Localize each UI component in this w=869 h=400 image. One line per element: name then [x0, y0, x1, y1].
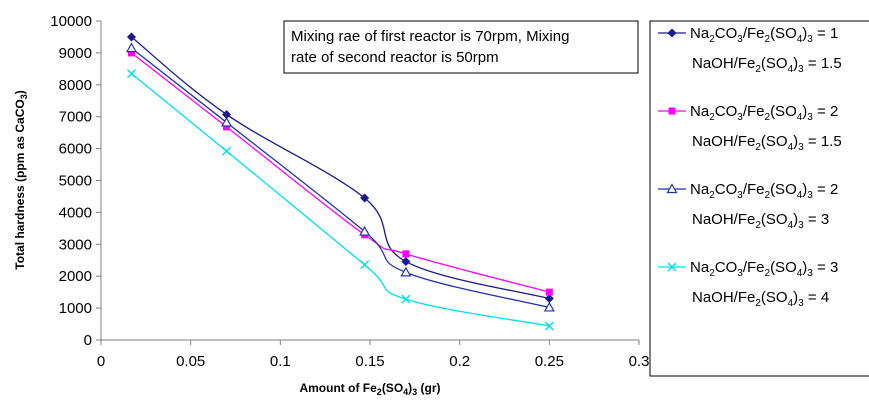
series-3-point	[359, 225, 371, 236]
y-tick-label: 3000	[59, 236, 92, 253]
legend-label-line-1: Na2CO3/Fe2(SO4)3 = 3	[690, 259, 838, 279]
x-axis-title: Amount of Fe2(SO4)3 (gr)	[299, 381, 440, 397]
legend-swatch-marker	[666, 183, 678, 194]
y-tick-label: 6000	[59, 141, 92, 158]
series-3	[125, 42, 555, 312]
legend-swatch-marker	[667, 28, 677, 38]
series-1-point	[126, 32, 136, 42]
legend-swatch-marker	[668, 107, 676, 115]
series-4-point	[222, 146, 232, 156]
series-4-point	[401, 294, 411, 304]
annotation-line-1: Mixing rae of first reactor is 70rpm, Mi…	[291, 28, 569, 45]
y-tick-label: 0	[84, 332, 92, 349]
series-2-line	[131, 52, 550, 293]
series-4	[126, 69, 554, 331]
y-tick-label: 7000	[59, 109, 92, 126]
series-2-point	[402, 250, 410, 258]
x-tick-label: 0	[97, 353, 105, 370]
y-tick-label: 2000	[59, 268, 92, 285]
series-3-point	[400, 266, 412, 277]
series-2	[127, 49, 553, 296]
x-tick-label: 0.05	[176, 353, 205, 370]
y-tick-label: 1000	[59, 300, 92, 317]
series-4-point	[360, 260, 370, 270]
legend-item-4: Na2CO3/Fe2(SO4)3 = 3 NaOH/Fe2(SO4)3 = 4	[658, 259, 838, 309]
series-3-point	[221, 116, 233, 127]
x-tick-label: 0.3	[629, 353, 650, 370]
series-1-point	[222, 109, 232, 119]
legend-label-line-2: NaOH/Fe2(SO4)3 = 1.5	[692, 55, 842, 75]
legend: Na2CO3/Fe2(SO4)3 = 1 NaOH/Fe2(SO4)3 = 1.5…	[649, 20, 869, 377]
annotation-line-2: rate of second reactor is 50rpm	[291, 49, 499, 66]
series-2-point	[223, 123, 231, 131]
series-3-point	[125, 42, 138, 53]
x-tick-label: 0.25	[535, 353, 564, 370]
series-1-point	[360, 193, 370, 203]
x-tick-group: 0 0.05 0.1 0.15 0.2 0.25 0.3	[97, 340, 650, 370]
series-1-point	[401, 257, 411, 267]
annotation: Mixing rae of first reactor is 70rpm, Mi…	[283, 20, 639, 74]
legend-label-line-2: NaOH/Fe2(SO4)3 = 1.5	[692, 133, 842, 153]
y-tick-label: 10000	[50, 13, 92, 30]
y-tick-label: 5000	[59, 173, 92, 190]
series-1	[126, 32, 554, 304]
series-4-point	[126, 69, 136, 79]
y-tick-group: 0 1000 2000 3000 4000 5000 6000 7000 8000 9000 100…	[50, 13, 101, 349]
series-2-point	[127, 49, 135, 57]
x-tick-label: 0.2	[449, 353, 470, 370]
x-tick-label: 0.1	[270, 353, 291, 370]
x-tick-label: 0.15	[355, 353, 384, 370]
y-tick-label: 9000	[59, 45, 92, 62]
series-4-line	[131, 73, 550, 327]
series-layer	[125, 32, 555, 331]
series-2-point	[545, 288, 553, 296]
series-4-point	[544, 321, 554, 331]
series-1-line	[131, 36, 550, 300]
legend-label-line-1: Na2CO3/Fe2(SO4)3 = 2	[690, 181, 838, 201]
series-1-point	[544, 294, 554, 304]
legend-swatch-marker	[667, 262, 677, 272]
y-axis-title: Total hardness (ppm as CaCO3)	[13, 90, 29, 270]
legend-item-2: Na2CO3/Fe2(SO4)3 = 2 NaOH/Fe2(SO4)3 = 1.5	[658, 103, 842, 153]
legend-label-line-2: NaOH/Fe2(SO4)3 = 3	[692, 211, 829, 231]
annotation-box	[283, 20, 639, 74]
y-tick-label: 8000	[59, 77, 92, 94]
series-3-line	[131, 47, 550, 309]
legend-items: Na2CO3/Fe2(SO4)3 = 1 NaOH/Fe2(SO4)3 = 1.5…	[658, 25, 842, 309]
y-tick-label: 4000	[59, 204, 92, 221]
legend-item-3: Na2CO3/Fe2(SO4)3 = 2 NaOH/Fe2(SO4)3 = 3	[658, 181, 838, 231]
series-3-point	[543, 301, 555, 312]
legend-label-line-2: NaOH/Fe2(SO4)3 = 4	[692, 289, 829, 309]
legend-label-line-1: Na2CO3/Fe2(SO4)3 = 1	[690, 25, 838, 45]
legend-label-line-1: Na2CO3/Fe2(SO4)3 = 2	[690, 103, 838, 123]
legend-item-1: Na2CO3/Fe2(SO4)3 = 1 NaOH/Fe2(SO4)3 = 1.5	[658, 25, 842, 75]
legend-box	[649, 20, 869, 377]
